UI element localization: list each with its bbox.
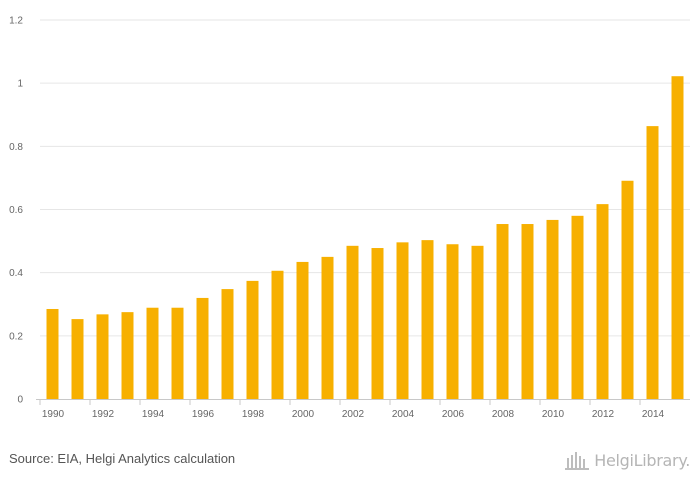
bar-2000	[296, 261, 309, 399]
x-tick-label: 2006	[442, 409, 465, 420]
bar-2014	[646, 126, 659, 400]
bar-2013	[621, 180, 634, 399]
x-tick-label: 2000	[292, 409, 315, 420]
bar-1995	[171, 307, 184, 399]
gridlines	[40, 19, 690, 337]
bar-2008	[496, 224, 509, 399]
bar-1998	[246, 280, 259, 399]
helgi-library-logo: HelgiLibrary.	[564, 447, 690, 473]
bar-2003	[371, 248, 384, 399]
x-tick-label: 1994	[142, 409, 165, 420]
x-tick-label: 2008	[492, 409, 515, 420]
source-note: Source: EIA, Helgi Analytics calculation	[9, 451, 236, 466]
x-tick-label: 2010	[542, 409, 565, 420]
y-tick-label: 1.2	[9, 16, 23, 27]
bar-2006	[446, 244, 459, 399]
bar-2002	[346, 245, 359, 399]
bar-2011	[571, 215, 584, 399]
bar-2012	[596, 204, 609, 399]
bar-2007	[471, 245, 484, 399]
bar-2015	[671, 76, 684, 400]
bar-1997	[221, 289, 234, 399]
bar-chart: 0 0.2 0.4 0.6 0.8 1 1.2 1990 1992 1994 1996 1998 20…	[9, 16, 690, 420]
bar-2004	[396, 242, 409, 399]
bar-1992	[96, 314, 109, 399]
x-axis-ticks: 1990 1992 1994 1996 1998 2000 2002 2004 2006 2008…	[39, 399, 665, 420]
bar-1991	[71, 319, 84, 399]
x-tick-label: 1998	[242, 409, 265, 420]
bar-1996	[196, 297, 209, 399]
x-tick-label: 2012	[592, 409, 615, 420]
x-tick-label: 2002	[342, 409, 365, 420]
bar-1994	[146, 307, 159, 399]
logo-text: HelgiLibrary.	[594, 450, 690, 470]
bar-1999	[271, 270, 284, 399]
library-building-icon	[565, 452, 590, 470]
y-tick-label: 1	[17, 79, 23, 90]
y-tick-label: 0.4	[9, 268, 23, 279]
bar-2009	[521, 224, 534, 399]
y-axis-ticks: 0 0.2 0.4 0.6 0.8 1 1.2	[9, 16, 23, 406]
x-tick-label: 1992	[92, 409, 115, 420]
x-tick-label: 1990	[42, 409, 65, 420]
bar-1993	[121, 312, 134, 399]
bar-2005	[421, 240, 434, 399]
bar-1990	[46, 308, 59, 399]
chart-footer: Source: EIA, Helgi Analytics calculation…	[0, 443, 700, 483]
bars	[46, 76, 684, 400]
y-tick-label: 0.8	[9, 142, 23, 153]
x-tick-label: 2014	[642, 409, 665, 420]
y-tick-label: 0.6	[9, 205, 23, 216]
x-tick-label: 2004	[392, 409, 415, 420]
bar-2010	[546, 219, 559, 399]
y-tick-label: 0.2	[9, 331, 23, 342]
x-tick-label: 1996	[192, 409, 215, 420]
bar-2001	[321, 256, 334, 399]
y-tick-label: 0	[17, 395, 23, 406]
